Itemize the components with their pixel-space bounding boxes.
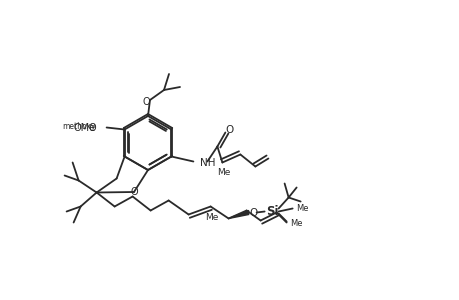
Polygon shape [228, 211, 248, 218]
Text: O: O [89, 122, 96, 133]
Text: O: O [142, 97, 150, 107]
Text: O: O [225, 124, 233, 134]
Text: Me: Me [296, 204, 308, 213]
Text: NH: NH [200, 158, 215, 167]
Text: Me: Me [204, 213, 218, 222]
Text: O: O [249, 208, 257, 218]
Text: Me: Me [216, 168, 230, 177]
Text: Si: Si [266, 205, 278, 218]
Text: O: O [130, 187, 138, 197]
Text: methoxy: methoxy [62, 122, 95, 131]
Text: Me: Me [290, 219, 302, 228]
Text: OMe: OMe [73, 122, 95, 133]
